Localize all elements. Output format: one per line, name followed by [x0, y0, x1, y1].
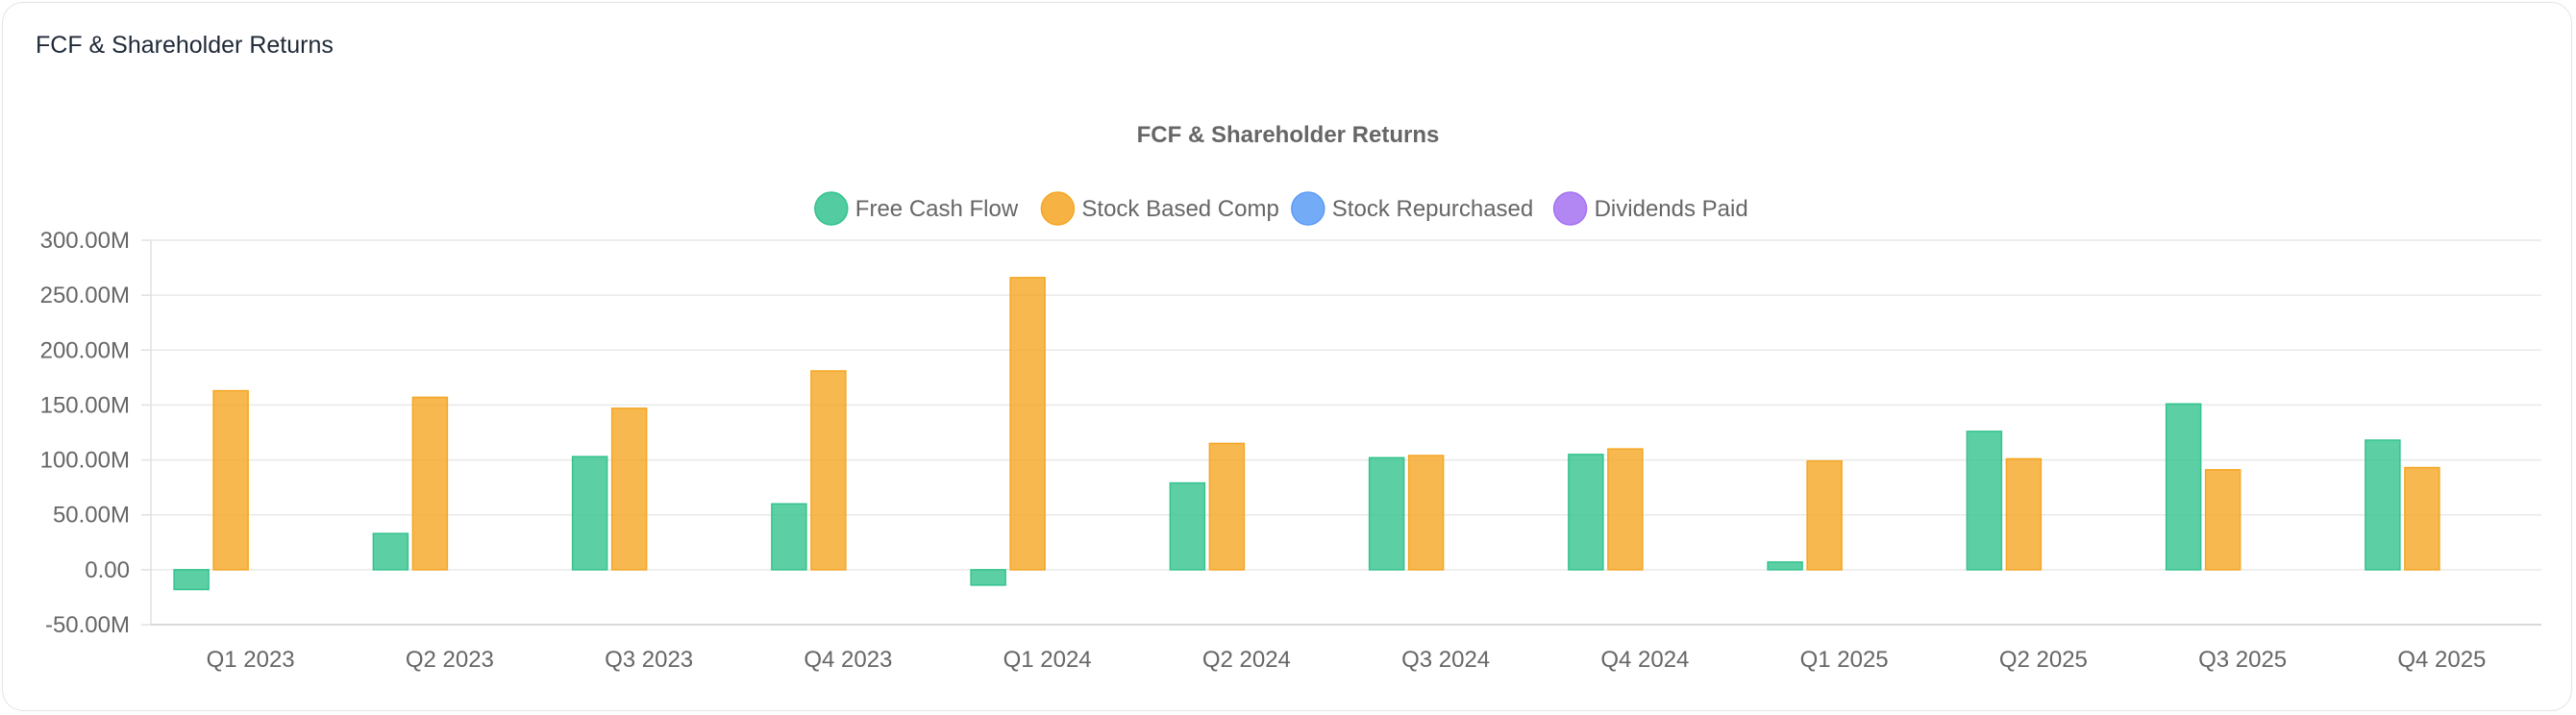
y-tick-label: -50.00M — [45, 612, 130, 638]
y-tick-label: 150.00M — [40, 392, 130, 418]
bar-free-cash-flow[interactable] — [1966, 431, 2003, 571]
bar-free-cash-flow[interactable] — [771, 503, 807, 571]
bar-stock-based-comp[interactable] — [411, 396, 449, 571]
legend-item[interactable]: Dividends Paid — [1552, 191, 1748, 226]
legend-label: Dividends Paid — [1595, 196, 1748, 222]
bar-stock-based-comp[interactable] — [2204, 469, 2242, 571]
bar-free-cash-flow[interactable] — [2165, 403, 2202, 571]
bar-stock-based-comp[interactable] — [610, 407, 648, 571]
x-tick-label: Q3 2025 — [2198, 647, 2287, 673]
y-tick-label: 50.00M — [53, 503, 130, 529]
bar-stock-based-comp[interactable] — [2005, 457, 2043, 571]
bar-free-cash-flow[interactable] — [1169, 481, 1206, 571]
legend-item[interactable]: Stock Repurchased — [1291, 191, 1533, 226]
bar-stock-based-comp[interactable] — [1607, 448, 1644, 571]
x-tick-label: Q3 2024 — [1401, 647, 1490, 673]
bar-stock-based-comp[interactable] — [1208, 442, 1246, 571]
bar-free-cash-flow[interactable] — [372, 532, 409, 571]
legend-swatch — [814, 191, 849, 226]
y-tick-label: 0.00 — [85, 557, 130, 583]
bar-free-cash-flow[interactable] — [1368, 456, 1405, 571]
bar-stock-based-comp[interactable] — [1806, 459, 1843, 571]
bar-stock-based-comp[interactable] — [212, 389, 249, 571]
bar-free-cash-flow[interactable] — [970, 569, 1006, 586]
legend[interactable]: Free Cash Flow Stock Based Comp Stock Repu… — [814, 191, 1748, 226]
legend-swatch — [1291, 191, 1325, 226]
x-tick-label: Q3 2023 — [605, 647, 693, 673]
bar-stock-based-comp[interactable] — [810, 370, 847, 571]
legend-label: Free Cash Flow — [855, 196, 1019, 222]
bar-free-cash-flow[interactable] — [571, 456, 608, 571]
legend-item[interactable]: Free Cash Flow — [814, 191, 1019, 226]
x-tick-label: Q4 2025 — [2397, 647, 2486, 673]
bar-stock-based-comp[interactable] — [1009, 277, 1046, 571]
x-tick-label: Q2 2024 — [1202, 647, 1291, 673]
bars — [173, 277, 2440, 591]
legend-item[interactable]: Stock Based Comp — [1040, 191, 1279, 226]
legend-label: Stock Based Comp — [1081, 196, 1278, 222]
bar-stock-based-comp[interactable] — [2404, 466, 2440, 571]
x-tick-label: Q1 2023 — [207, 647, 295, 673]
bar-free-cash-flow[interactable] — [2365, 439, 2401, 571]
gridlines — [141, 239, 2541, 626]
card-title: FCF & Shareholder Returns — [36, 32, 334, 59]
x-tick-label: Q4 2023 — [804, 647, 892, 673]
bar-free-cash-flow[interactable] — [1568, 454, 1604, 571]
x-tick-label: Q2 2025 — [1999, 647, 2088, 673]
bar-free-cash-flow[interactable] — [173, 569, 210, 591]
y-tick-label: 300.00M — [40, 228, 130, 254]
bar-stock-based-comp[interactable] — [1407, 455, 1445, 571]
y-tick-label: 200.00M — [40, 337, 130, 363]
legend-swatch — [1040, 191, 1076, 226]
legend-label: Stock Repurchased — [1332, 196, 1533, 222]
y-axis-labels: 300.00M 250.00M 200.00M 150.00M 100.00M 50.00… — [40, 228, 130, 638]
chart-title: FCF & Shareholder Returns — [1137, 122, 1440, 148]
y-tick-label: 100.00M — [40, 448, 130, 474]
y-tick-label: 250.00M — [40, 283, 130, 308]
x-tick-label: Q1 2025 — [1800, 647, 1889, 673]
bar-free-cash-flow[interactable] — [1767, 561, 1803, 571]
x-tick-label: Q2 2023 — [406, 647, 494, 673]
x-axis-labels: Q1 2023 Q2 2023 Q3 2023 Q4 2023 Q1 2024 Q2 20… — [207, 647, 2487, 673]
x-tick-label: Q1 2024 — [1003, 647, 1092, 673]
x-tick-label: Q4 2024 — [1600, 647, 1689, 673]
legend-swatch — [1552, 191, 1588, 226]
